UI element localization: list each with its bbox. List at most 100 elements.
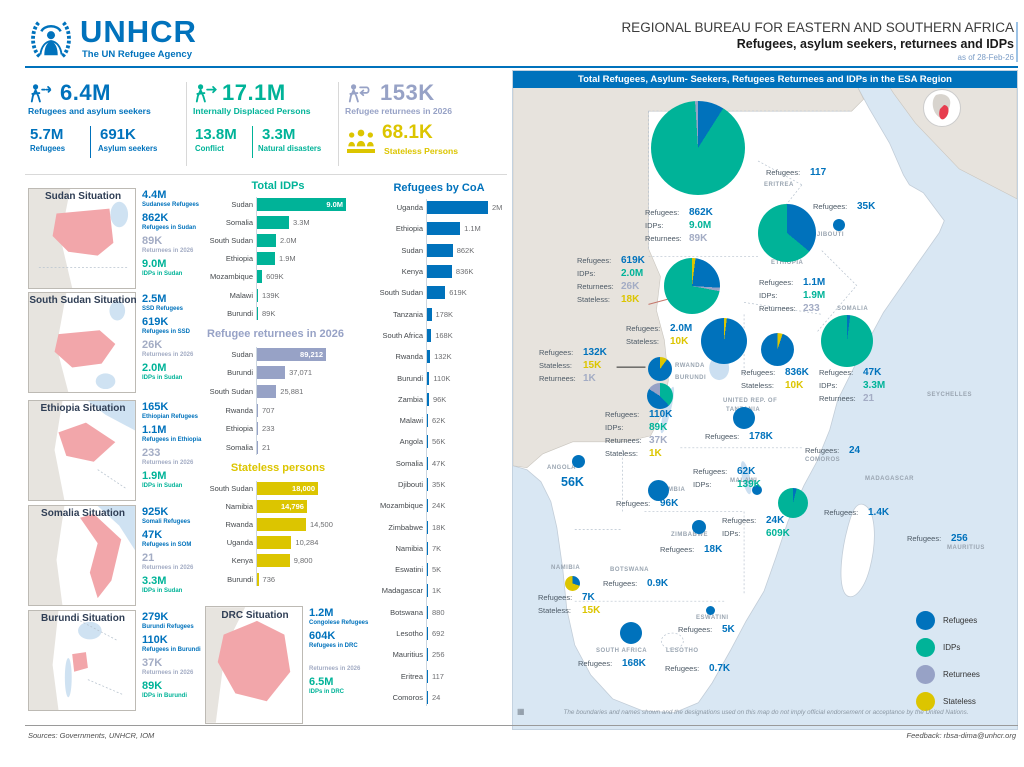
situation-stat-label: IDPs in Burundi bbox=[142, 692, 187, 699]
map-stat-value: 1K bbox=[583, 373, 596, 384]
situation-stat-label: IDPs in Sudan bbox=[142, 270, 183, 277]
stateless-label: Stateless Persons bbox=[384, 146, 459, 156]
rwanda-pie bbox=[648, 357, 672, 381]
south-africa-map-stats: Refugees: 168K bbox=[578, 658, 646, 671]
map-stat-row: IDPs: 2.0M bbox=[577, 268, 645, 281]
chart-value: 168K bbox=[435, 330, 453, 340]
chart-value: 3.3M bbox=[293, 217, 310, 227]
chart-bar: 18,000 bbox=[256, 481, 318, 495]
map-stat-row: Stateless: 1K bbox=[605, 448, 672, 461]
situation-stat-label: Congolese Refugees bbox=[309, 620, 369, 626]
chart-row: Namibia 7K bbox=[366, 538, 502, 559]
map-stat-value: 1K bbox=[649, 448, 662, 459]
chart-value: 25,881 bbox=[280, 386, 304, 396]
header-vertical-divider bbox=[1016, 22, 1018, 62]
chart-category-label: Mozambique bbox=[210, 272, 253, 282]
djibouti-map-stats: Refugees: 35K bbox=[813, 201, 875, 214]
feedback-email-link[interactable]: Feedback: rbsa-dima@unhcr.org bbox=[906, 731, 1016, 740]
situation-stat-label: Burundi Refugees bbox=[142, 624, 194, 630]
map-stat-prefix: Refugees: bbox=[539, 348, 574, 357]
map-stat-value: 2.0M bbox=[621, 268, 644, 279]
map-stat-prefix: Returnees: bbox=[819, 394, 856, 403]
chart-category-label: Uganda bbox=[396, 203, 423, 213]
refugees-coa-chart: Uganda 2M Ethiopia 1.1M Sudan 862K Kenya 836K So… bbox=[366, 197, 502, 708]
map-stat-value: 5K bbox=[722, 624, 735, 635]
situation-stat-value: 21 bbox=[142, 551, 155, 564]
map-stat-row: Refugees: 47K bbox=[819, 367, 885, 380]
chart-value: 692 bbox=[432, 629, 445, 639]
situation-stat-value: 4.4M bbox=[142, 189, 167, 201]
legend-item: Refugees bbox=[916, 607, 980, 634]
map-country-name: MALAWI bbox=[730, 478, 758, 484]
map-stat-value: 0.7K bbox=[709, 663, 731, 674]
map-stat-row: Refugees: 117 bbox=[766, 167, 826, 180]
chart-row: Rwanda 132K bbox=[366, 346, 502, 367]
map-stat-row: Refugees: 2.0M bbox=[626, 323, 692, 336]
map-stat-prefix: Refugees: bbox=[805, 446, 840, 455]
map-stat-prefix: IDPs: bbox=[645, 221, 664, 230]
map-stat-value: 862K bbox=[689, 207, 713, 218]
map-stat-row: Refugees: 1.1M bbox=[759, 277, 825, 290]
map-stat-row: Refugees: 836K bbox=[741, 367, 809, 380]
brand-tagline: The UN Refugee Agency bbox=[82, 49, 192, 60]
africa-landmass bbox=[513, 71, 1017, 714]
south-sudan-situation-map: South Sudan Situation bbox=[28, 292, 137, 393]
chart-value: 178K bbox=[435, 309, 454, 319]
map-stat-value: 21 bbox=[863, 393, 875, 404]
chart-bar bbox=[256, 554, 290, 568]
legend-item: Stateless bbox=[916, 688, 980, 715]
uganda-pie bbox=[701, 318, 747, 364]
returnees-total: 153K bbox=[380, 80, 435, 105]
chart-axis-line bbox=[256, 481, 257, 587]
ethiopia-situation-panel: Ethiopia Situation 165K Ethiopian Refugee… bbox=[28, 400, 203, 501]
chart-value: 256 bbox=[432, 650, 445, 660]
map-country-name: RWANDA bbox=[675, 363, 705, 369]
situation-stat-label: Refugees in SSD bbox=[142, 328, 191, 335]
chart-row: Somalia 21 bbox=[205, 438, 326, 457]
stateless-total: 68.1K bbox=[382, 122, 433, 143]
map-stat-row: Returnees: 1K bbox=[539, 373, 607, 386]
somalia-situation-stats: 925K Somali Refugees 47K Refugees in SOM 21 R… bbox=[142, 507, 204, 599]
returnees-label: Refugee returnees in 2026 bbox=[345, 106, 452, 116]
chart-row: Madagascar 1K bbox=[366, 580, 502, 601]
ethiopia-situation-map: Ethiopia Situation bbox=[28, 400, 136, 501]
sudan-pie bbox=[651, 101, 745, 195]
chart-axis-line bbox=[256, 197, 257, 321]
page-title: REGIONAL BUREAU FOR EASTERN AND SOUTHERN… bbox=[621, 20, 1014, 35]
chart-row: Zambia 96K bbox=[366, 389, 502, 410]
map-stat-row: Refugees: 0.7K bbox=[665, 663, 730, 676]
map-stat-prefix: IDPs: bbox=[693, 480, 712, 489]
map-stat-prefix: Refugees: bbox=[578, 659, 613, 668]
situation-stat-label: IDPs in Sudan bbox=[142, 482, 183, 489]
chart-category-label: Madagascar bbox=[381, 586, 423, 596]
chart-category-label: Tanzania bbox=[392, 309, 423, 319]
legend-idps-icon bbox=[916, 638, 935, 657]
chart-bar bbox=[256, 440, 258, 454]
chart-category-label: Lesotho bbox=[396, 629, 423, 639]
botswana-map-stats: Refugees: 0.9K bbox=[603, 578, 668, 591]
situation-stat-label: Refugees in Ethiopia bbox=[142, 436, 202, 443]
map-stat-value: 0.9K bbox=[647, 578, 669, 589]
map-country-name: MAURITIUS bbox=[947, 545, 985, 551]
sudan-situation-panel: Sudan Situation 4.4M Sudanese Refugees 862… bbox=[28, 188, 203, 289]
chart-value: 37,071 bbox=[289, 368, 313, 378]
legend-item: Returnees bbox=[916, 661, 980, 688]
kenya-map-stats: Refugees: 836K Stateless: 10K bbox=[741, 367, 809, 393]
map-stat-value: 37K bbox=[649, 435, 668, 446]
legend-label: Stateless bbox=[943, 697, 976, 706]
chart-row: Angola 56K bbox=[366, 431, 502, 452]
chart-bar bbox=[426, 563, 428, 577]
chart-category-label: Malawi bbox=[399, 416, 423, 426]
chart-value: 609K bbox=[266, 272, 284, 282]
map-stat-prefix: IDPs: bbox=[722, 529, 741, 538]
map-stat-row: 56K bbox=[561, 475, 584, 489]
chart-value: 2.0M bbox=[280, 235, 297, 245]
stateless-chart: South Sudan 18,000 Namibia 14,796 Rwanda 14,5… bbox=[205, 479, 333, 588]
situation-stat-value: 89K bbox=[142, 234, 163, 247]
map-country-name: LESOTHO bbox=[666, 648, 699, 654]
map-stat-prefix: Returnees: bbox=[577, 282, 614, 291]
chart-row: Uganda 10,284 bbox=[205, 534, 333, 552]
situation-stat-value: 37K bbox=[142, 656, 163, 669]
chart-row: South Sudan 25,881 bbox=[205, 382, 326, 401]
chart-row: South Sudan 619K bbox=[366, 282, 502, 303]
